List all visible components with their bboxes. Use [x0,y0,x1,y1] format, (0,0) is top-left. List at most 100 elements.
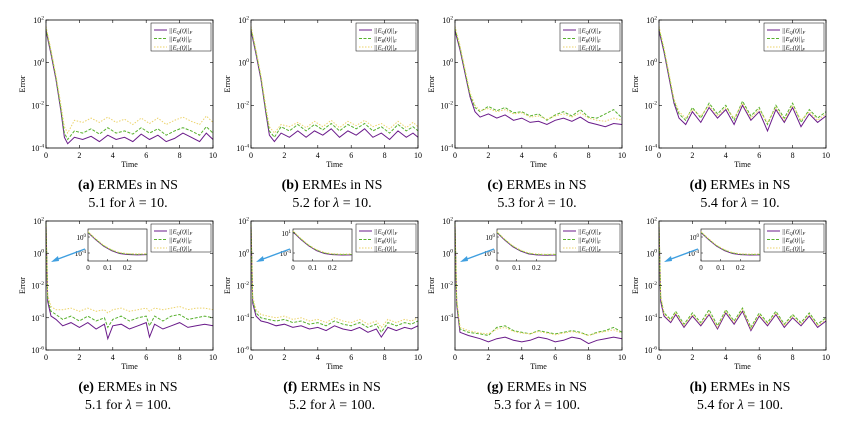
y-tick-label: 10-6 [236,345,249,355]
series-line-c [250,26,419,134]
series-line-r [250,224,419,334]
y-tick-label: 102 [238,216,249,226]
axes-box [658,19,827,149]
x-axis-label: Time [326,160,343,169]
y-tick-label: 10-4 [440,313,453,323]
inset-arrow-head [460,256,468,262]
x-tick-label: 0 [453,353,457,362]
series-line-c [45,222,214,314]
y-tick-label: 10-2 [31,101,44,111]
panel-h: 0 2 4 6 8 10 102 100 10-2 10-4 10-6 Time Error ||EQ(t… [631,216,830,371]
inset-series-r [700,231,761,256]
inset-y-tick-label: 100 [77,234,87,242]
y-tick-label: 10-6 [31,345,44,355]
legend-label-q: ||EQ(t)||F [374,28,398,36]
x-tick-label: 4 [111,353,115,362]
panel-a: 0 2 4 6 8 10 102 100 10-2 10-4 Time Error ||EQ(t)||F… [18,15,217,169]
legend-box [150,22,212,52]
legend-box [559,22,621,52]
y-tick-label: 100 [238,58,249,68]
series-line-r [454,28,623,121]
caption-c: (c) ERMEs in NS 5.3 for λ = 10. [487,178,587,211]
inset-series-c [292,230,353,255]
x-tick-label: 0 [657,151,661,160]
legend-label-q: ||EQ(t)||F [782,229,806,237]
y-tick-label: 102 [442,15,453,25]
inset-y-tick-label: 100 [486,234,496,242]
x-tick-label: 4 [520,151,524,160]
series-line-c [454,26,623,122]
legend-box [559,223,621,253]
series-line-c [250,222,419,329]
x-axis-label: Time [530,160,547,169]
x-axis-label: Time [326,362,343,371]
panel-d: 0 2 4 6 8 10 102 100 10-2 10-4 Time Error ||EQ(t)||F… [631,15,830,169]
inset-y-tick-label: 10-4 [280,250,292,258]
x-tick-label: 8 [791,353,795,362]
panel-e: 0 2 4 6 8 10 102 100 10-2 10-4 10-6 Time Error ||EQ(t… [18,216,217,371]
y-axis-label: Error [427,277,436,294]
inset-box [292,228,353,262]
x-tick-label: 6 [349,353,353,362]
legend-label-c: ||EC(t)||F [782,246,805,254]
inset-h: 0 0.1 0.2 100 10-4 [664,228,761,272]
x-tick-label: 8 [178,151,182,160]
legend-box [355,22,417,52]
caption-h: (h) ERMEs in NS 5.4 for λ = 100. [689,380,791,413]
y-tick-label: 10-2 [644,281,657,291]
y-axis-label: Error [223,277,232,294]
inset-box [496,228,557,262]
x-tick-label: 8 [383,151,387,160]
legend-label-r: ||ER(t)||F [374,36,397,44]
x-tick-label: 0 [249,151,253,160]
y-tick-label: 102 [238,15,249,25]
x-tick-label: 10 [822,151,830,160]
series-line-q [658,225,827,332]
y-tick-label: 10-4 [644,143,657,153]
series-line-r [658,28,827,126]
x-tick-label: 8 [383,353,387,362]
series-line-q [454,30,623,128]
inset-box [700,228,761,262]
inset-arrow-head [51,256,59,262]
legend-label-r: ||ER(t)||F [169,36,192,44]
inset-y-tick-label: 10-4 [688,250,700,258]
x-tick-label: 6 [144,353,148,362]
legend-label-c: ||EC(t)||F [374,45,397,53]
inset-x-tick-label: 0 [495,264,499,272]
legend-label-c: ||EC(t)||F [578,45,601,53]
x-tick-label: 4 [724,151,728,160]
x-tick-label: 10 [414,151,422,160]
inset-series-c [87,231,148,255]
inset-x-tick-label: 0 [86,264,90,272]
y-tick-label: 100 [646,58,657,68]
y-tick-label: 10-2 [236,101,249,111]
inset-e: 0 0.1 0.2 100 10-4 [51,228,148,272]
inset-series-c [700,231,761,255]
x-tick-label: 2 [77,151,81,160]
x-tick-label: 0 [44,151,48,160]
inset-series-r [87,231,148,255]
legend-label-r: ||ER(t)||F [374,237,397,245]
y-tick-label: 10-6 [644,345,657,355]
caption-d: (d) ERMEs in NS 5.4 for λ = 10. [689,178,791,211]
inset-series-q [496,232,557,256]
x-tick-label: 6 [349,151,353,160]
x-tick-label: 6 [553,151,557,160]
series-line-r [658,224,827,329]
x-tick-label: 6 [553,353,557,362]
inset-x-tick-label: 0.2 [532,264,541,272]
x-tick-label: 10 [618,353,626,362]
x-tick-label: 10 [209,151,217,160]
x-tick-label: 6 [757,353,761,362]
x-axis-label: Time [121,160,138,169]
y-tick-label: 10-2 [440,101,453,111]
caption-b: (b) ERMEs in NS 5.2 for λ = 10. [281,178,383,211]
y-tick-label: 10-4 [440,143,453,153]
x-tick-label: 0 [44,353,48,362]
y-tick-label: 102 [33,15,44,25]
inset-arrow [53,248,86,262]
inset-x-tick-label: 0.1 [716,264,725,272]
y-tick-label: 100 [442,58,453,68]
x-tick-label: 8 [791,151,795,160]
